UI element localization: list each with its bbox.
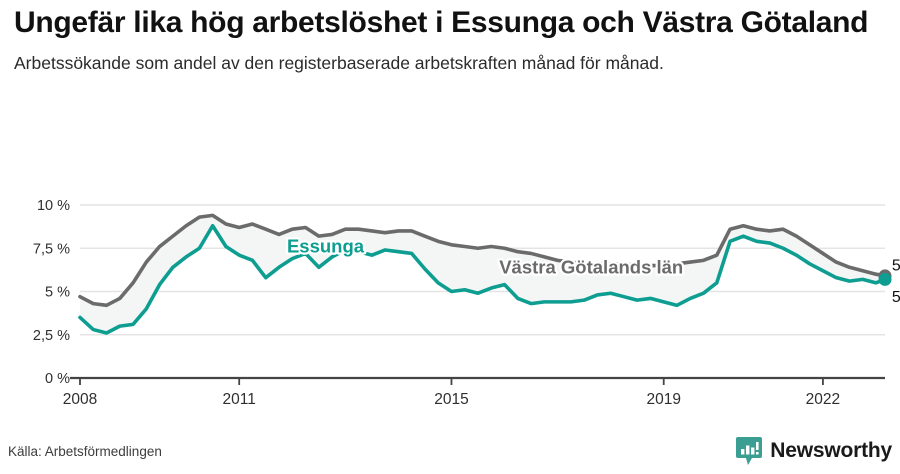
line-chart: 10 % 7,5 % 5 % 2,5 % 0 % 2008 2011 2015 2019 202… (33, 198, 900, 408)
x-axis-tick-label: 2022 (806, 391, 840, 408)
y-axis-tick-label: 5 % (45, 285, 70, 301)
chart-annotations: Essunga Västra Götalands län 5,9 % 5,7 % (285, 233, 900, 308)
brand-name: Newsworthy (770, 439, 892, 462)
source-credit: Källa: Arbetsförmedlingen (8, 444, 162, 459)
series-lines (78, 213, 887, 335)
y-axis-tick-labels: 10 % 7,5 % 5 % 2,5 % 0 % (33, 198, 70, 387)
y-axis-tick-label: 0 % (45, 371, 70, 387)
value-label: 5,9 % (892, 258, 900, 275)
chart-plot-area: 10 % 7,5 % 5 % 2,5 % 0 % 2008 2011 2015 2019 202… (0, 178, 900, 428)
brand-logo[interactable]: Newsworthy (736, 436, 892, 466)
y-axis-tick-label: 7,5 % (33, 241, 70, 257)
chart-footer: Källa: Arbetsförmedlingen Newsworthy (0, 428, 900, 474)
y-axis-tick-label: 10 % (37, 198, 70, 214)
series-label: Västra Götalands län (499, 256, 683, 277)
value-label: 5,7 % (892, 289, 900, 306)
series-line-v-stra-g-talands-l-n (78, 213, 887, 308)
bar-chart-speech-bubble-icon (736, 437, 763, 465)
series-label: Essunga (287, 236, 365, 257)
between-series-band (80, 215, 885, 334)
series-line-essunga (78, 223, 887, 335)
x-axis-tick-labels: 2008 2011 2015 2019 2022 (63, 391, 840, 408)
x-axis-tick-label: 2019 (646, 391, 680, 408)
x-axis-tick-label: 2008 (63, 391, 97, 408)
chart-subtitle: Arbetssökande som andel av den registerb… (14, 52, 664, 73)
y-axis-tick-label: 2,5 % (33, 328, 70, 344)
chart-header: Ungefär lika hög arbetslöshet i Essunga … (0, 0, 900, 74)
x-axis (70, 376, 885, 385)
x-axis-tick-label: 2011 (223, 391, 256, 408)
end-point-markers (878, 269, 892, 286)
x-axis-tick-label: 2015 (434, 391, 468, 408)
series-difference-band (80, 215, 885, 334)
page-title: Ungefär lika hög arbetslöshet i Essunga … (14, 6, 869, 39)
end-point-marker (878, 272, 892, 286)
